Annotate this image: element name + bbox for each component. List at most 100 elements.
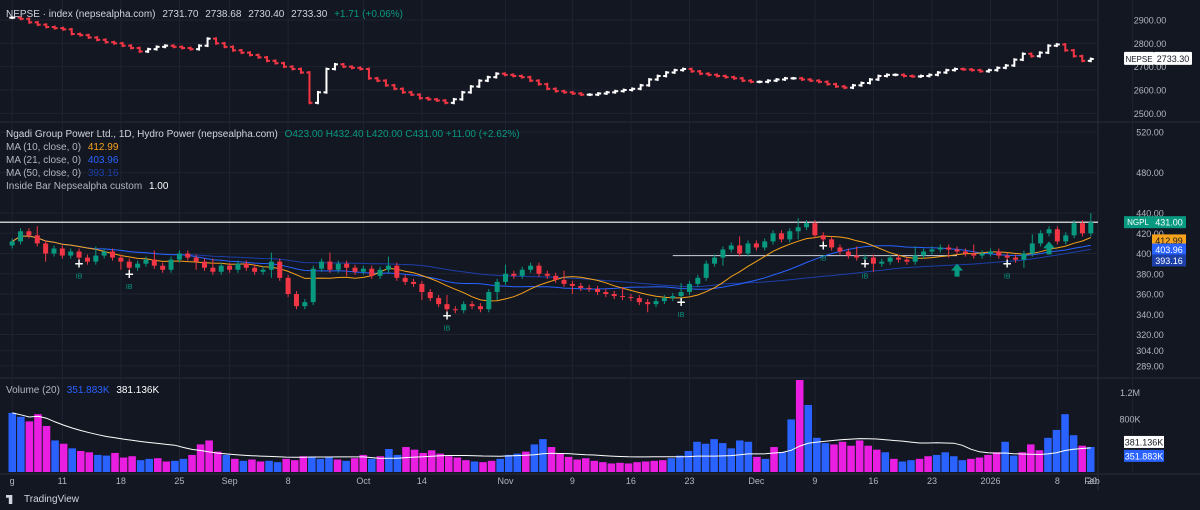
ngpl-candle [110, 248, 116, 261]
volume-label[interactable]: Volume (20) [6, 385, 60, 396]
ngpl-candle [302, 299, 308, 310]
ngpl-candle-body [578, 285, 584, 288]
ma10-label[interactable]: MA (10, close, 0) [6, 142, 82, 153]
ngpl-candle [452, 306, 458, 314]
volume-bar [376, 456, 385, 472]
price-tick-label: 289.00 [1136, 361, 1164, 371]
ngpl-candle [536, 262, 542, 277]
time-tick-label: 9 [812, 476, 817, 486]
ngpl-candle [511, 270, 517, 279]
nepse-bar [280, 61, 287, 69]
ngpl-candle [1088, 213, 1094, 237]
volume-bar [496, 458, 504, 472]
volume-bar [350, 458, 359, 472]
time-axis[interactable]: g 11 18 25 Sep 8 Oct 14 Nov 9 16 23 Dec 9 16 23 2026 8 20F… [10, 476, 1100, 486]
ma50-label[interactable]: MA (50, close, 0) [6, 168, 82, 179]
volume-ma-value: 351.883K [66, 385, 110, 396]
price-tick-label: 2700.00 [1134, 62, 1167, 72]
price-tick-label: 420.00 [1136, 229, 1164, 239]
nepse-bar [510, 73, 517, 78]
ngpl-candle-body [536, 265, 542, 274]
volume-bar [975, 457, 984, 472]
nepse-bar [26, 17, 33, 24]
ngpl-candle-body [837, 247, 843, 252]
ma21-label[interactable]: MA (21, close, 0) [6, 155, 82, 166]
ngpl-candle-body [712, 257, 718, 264]
nepse-bar [900, 73, 907, 78]
ngpl-candle [135, 260, 141, 271]
nepse-bar [714, 73, 721, 78]
ngpl-candle-body [628, 297, 634, 299]
nepse-bar [238, 48, 245, 55]
volume-bar [539, 439, 547, 472]
nepse-bar [297, 67, 304, 74]
ngpl-candle [394, 262, 400, 281]
ngpl-candle-body [135, 263, 141, 268]
nepse-bar [119, 41, 126, 48]
ngpl-candle [319, 258, 325, 272]
nepse-legend: NEPSE · index (nepsealpha.com) 2731.70 2… [6, 8, 403, 21]
nepse-bar [331, 62, 338, 71]
volume-bar [958, 460, 967, 472]
ngpl-candle-body [879, 261, 885, 264]
ngpl-candle-body [586, 287, 592, 289]
volume-bar [556, 453, 564, 472]
volume-series[interactable] [8, 380, 1095, 472]
nepse-bar [561, 89, 568, 94]
ngpl-candle [870, 254, 876, 272]
volume-bar [795, 380, 804, 472]
ngpl-symbol-name[interactable]: Ngadi Group Power Ltd., 1D, Hydro Power … [6, 129, 278, 140]
ngpl-candle [1079, 220, 1085, 237]
price-axes[interactable]: 2900.00 2800.00 2700.00 2600.00 2500.00 NEPSE… [1119, 16, 1192, 462]
nepse-bar [391, 83, 398, 91]
ngpl-candle [1046, 226, 1052, 237]
ngpl-candle-body [1038, 233, 1044, 244]
nepse-bar [459, 90, 466, 101]
ngpl-candle [996, 248, 1002, 259]
nepse-ohlc-series[interactable] [9, 16, 1094, 105]
ngpl-candle-body [762, 241, 768, 248]
volume-bar [599, 462, 607, 472]
ngpl-candle [419, 280, 425, 301]
ngpl-candle [862, 254, 868, 261]
ngpl-candle [703, 260, 709, 281]
nepse-symbol-name[interactable]: NEPSE · index (nepsealpha.com) [6, 9, 156, 20]
ngpl-candle-body [93, 255, 99, 262]
ngpl-candle [126, 258, 132, 271]
volume-bar [727, 448, 736, 472]
ngpl-candle-body [293, 294, 299, 307]
nepse-bar [765, 79, 772, 84]
ngpl-candle [611, 290, 617, 300]
volume-bar [1052, 429, 1061, 472]
nepse-bar [187, 46, 194, 51]
volume-bar [778, 452, 787, 472]
volume-bar [462, 460, 470, 472]
nepse-bar [450, 97, 457, 105]
nepse-bar [883, 73, 890, 78]
nepse-bar [1002, 64, 1009, 70]
ngpl-candle-body [921, 251, 927, 256]
nepse-bar [408, 90, 415, 97]
ngpl-candle-body [1088, 222, 1094, 234]
volume-bar [479, 462, 487, 472]
ngpl-candle [879, 258, 885, 267]
ngpl-candle [561, 270, 567, 287]
volume-bar [290, 460, 299, 472]
ma-50-line [11, 235, 1091, 288]
ngpl-price-tag [1152, 234, 1186, 247]
nepse-bar [442, 99, 449, 105]
volume-value: 381.136K [116, 385, 160, 396]
time-tick-label: 11 [58, 476, 67, 486]
nepse-open: 2731.70 [162, 9, 199, 20]
nepse-bar [646, 78, 653, 87]
nepse-bar [892, 73, 899, 77]
ngpl-candle [436, 295, 442, 308]
tradingview-logo[interactable]: TradingView [6, 494, 79, 505]
ngpl-candle-body [411, 281, 417, 284]
nepse-bar [1036, 51, 1043, 58]
inside-bar-label[interactable]: Inside Bar Nepsealpha custom [6, 181, 143, 192]
volume-bar [847, 445, 855, 472]
ngpl-candlestick-series[interactable]: + IB + IB + IB + IB + IB + IB + IB [0, 213, 1098, 332]
volume-bar [162, 461, 171, 472]
